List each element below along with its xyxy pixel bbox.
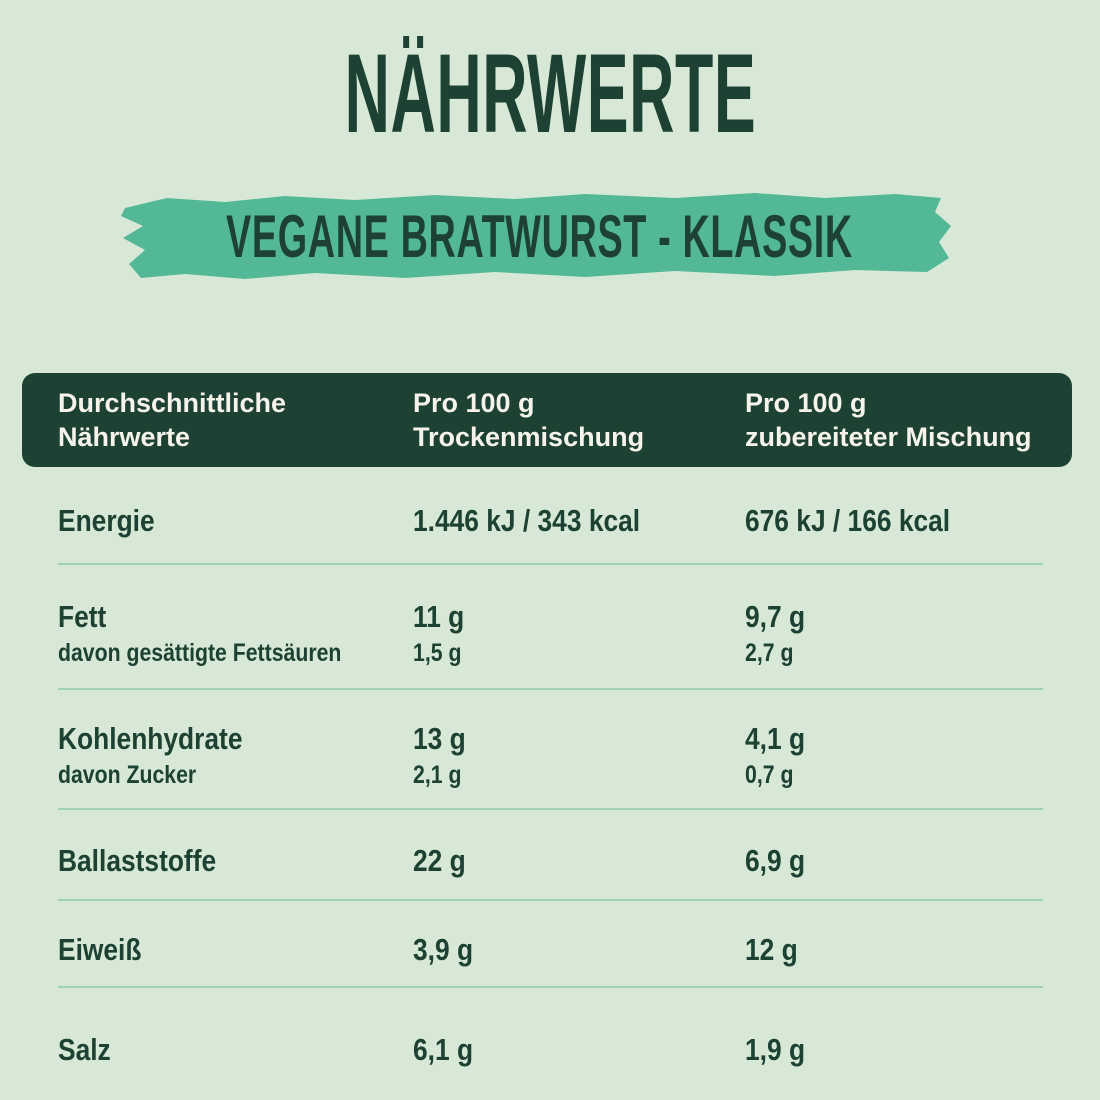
table-row-kohlenhydrate: Kohlenhydrate davon Zucker 13 g 2,1 g 4,… [22,690,1072,808]
value-prepared-cell: 4,1 g 0,7 g [745,721,1062,789]
header-line: Trockenmischung [413,422,645,452]
header-line: Pro 100 g [745,388,867,418]
value-dry: 3,9 g [413,931,474,967]
value-dry-cell: 22 g [413,843,745,879]
value-prepared-cell: 12 g [745,932,1062,968]
value-prepared-cell: 9,7 g 2,7 g [745,599,1062,667]
value-prepared: 6,9 g [745,842,806,878]
row-label-cell: Energie [58,503,413,539]
value-dry-cell: 1.446 kJ / 343 kcal [413,503,745,539]
row-label-cell: Salz [58,1032,413,1068]
sub-value-prepared: 2,7 g [745,638,794,667]
row-divider [58,986,1043,988]
value-prepared-cell: 1,9 g [745,1032,1062,1068]
row-label: Fett [58,598,107,634]
value-dry: 22 g [413,842,466,878]
table-row-ballaststoffe: Ballaststoffe 22 g 6,9 g [22,810,1072,899]
row-label-cell: Ballaststoffe [58,843,413,879]
sub-value-prepared: 0,7 g [745,761,794,789]
value-dry: 1.446 kJ / 343 kcal [413,503,641,538]
value-dry: 6,1 g [413,1032,474,1067]
page-title-wrap: NÄHRWERTE [0,38,1100,150]
value-dry-cell: 3,9 g [413,932,745,968]
row-divider [58,808,1043,810]
row-label: Kohlenhydrate [58,721,243,756]
row-divider [58,563,1043,565]
value-prepared: 676 kJ / 166 kcal [745,503,951,538]
header-line: Durchschnittliche [58,388,287,418]
sub-value-dry: 1,5 g [413,638,462,667]
value-dry-cell: 11 g 1,5 g [413,599,745,667]
header-line: Nährwerte [58,422,191,452]
row-label: Eiweiß [58,931,142,967]
sub-value-dry: 2,1 g [413,761,462,789]
value-prepared-cell: 676 kJ / 166 kcal [745,503,1062,539]
table-header: Durchschnittliche Nährwerte Pro 100 g Tr… [22,373,1072,467]
value-prepared-cell: 6,9 g [745,843,1062,879]
header-col-prepared-mix: Pro 100 g zubereiteter Mischung [745,386,1062,454]
header-line: Pro 100 g [413,388,535,418]
row-divider [58,899,1043,901]
nutrition-table: Durchschnittliche Nährwerte Pro 100 g Tr… [22,373,1072,1100]
value-prepared: 9,7 g [745,598,806,634]
value-dry: 13 g [413,721,466,756]
sub-label: davon gesättigte Fettsäuren [58,638,342,667]
value-prepared: 1,9 g [745,1032,806,1067]
sub-label: davon Zucker [58,761,197,789]
row-label: Energie [58,503,155,538]
brush-stroke-shape [121,193,951,279]
value-prepared: 12 g [745,931,798,967]
header-line: zubereiteter Mischung [745,422,1032,452]
value-dry: 11 g [413,598,465,634]
row-label: Ballaststoffe [58,842,217,878]
page-title: NÄHRWERTE [344,31,756,156]
header-col-nutrients: Durchschnittliche Nährwerte [58,386,413,454]
value-prepared: 4,1 g [745,721,806,756]
row-label-cell: Eiweiß [58,932,413,968]
table-row-energie: Energie 1.446 kJ / 343 kcal 676 kJ / 166… [22,467,1072,563]
product-banner: VEGANE BRATWURST - KLASSIK [115,186,963,286]
product-name: VEGANE BRATWURST - KLASSIK [225,202,853,270]
table-row-eiweiss: Eiweiß 3,9 g 12 g [22,901,1072,986]
row-label-cell: Kohlenhydrate davon Zucker [58,721,413,789]
row-label: Salz [58,1032,111,1067]
table-row-salz: Salz 6,1 g 1,9 g [22,988,1072,1100]
value-dry-cell: 6,1 g [413,1032,745,1068]
value-dry-cell: 13 g 2,1 g [413,721,745,789]
row-label-cell: Fett davon gesättigte Fettsäuren [58,599,413,667]
table-row-fett: Fett davon gesättigte Fettsäuren 11 g 1,… [22,565,1072,688]
product-name-wrap: VEGANE BRATWURST - KLASSIK [115,186,963,286]
row-divider [58,688,1043,690]
header-col-dry-mix: Pro 100 g Trockenmischung [413,386,745,454]
